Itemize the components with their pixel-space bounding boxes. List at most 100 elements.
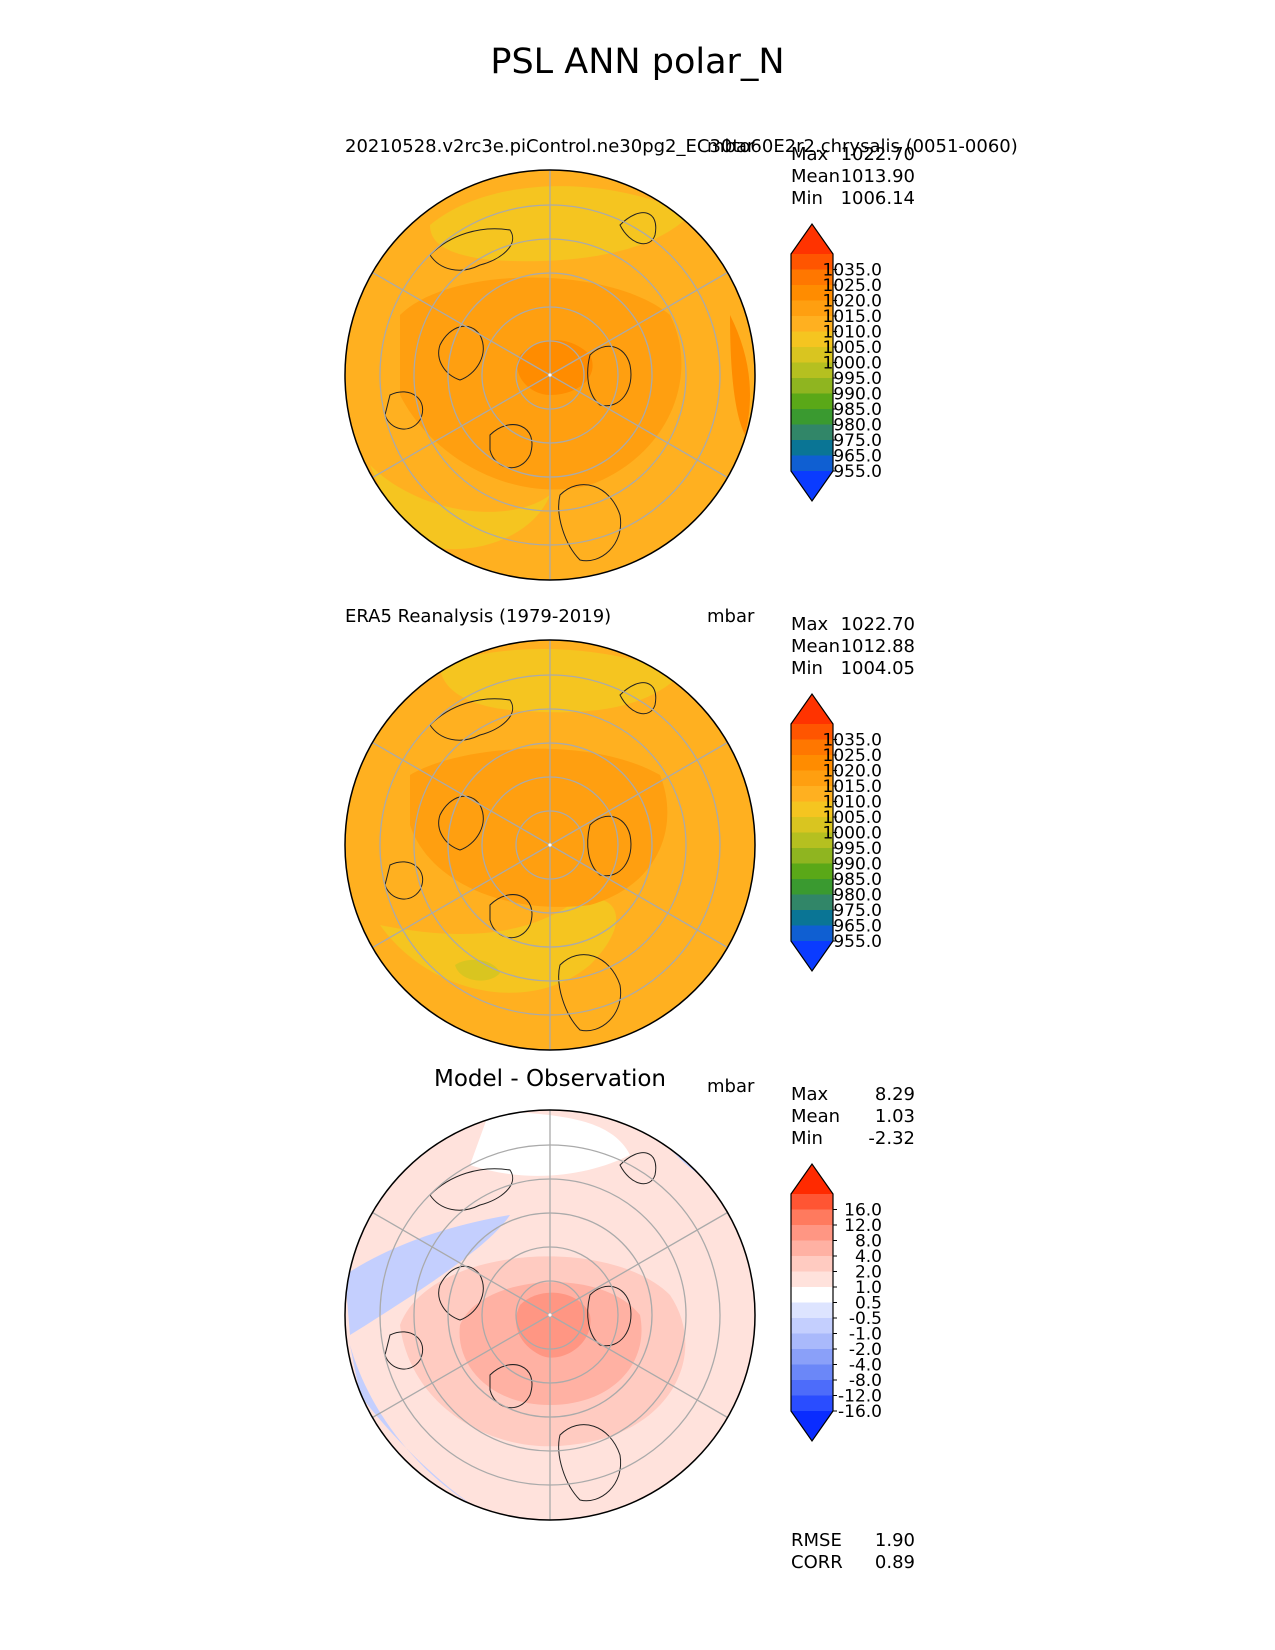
contour-region [730, 315, 750, 435]
polar-map-field [344, 639, 756, 1051]
panel-center-label: Model - Observation [433, 1066, 667, 1092]
colorbar-segment [791, 1194, 833, 1210]
contour-region [410, 748, 668, 907]
colorbar-tick-label: -4.0 [849, 1356, 882, 1376]
colorbar-segment [791, 393, 833, 410]
colorbar-tick-label: 1000.0 [823, 824, 882, 844]
colorbar-segment [791, 755, 833, 771]
stat-name: Min [791, 1128, 823, 1149]
colorbar-segment [791, 724, 833, 740]
meridian-line [372, 844, 551, 949]
colorbar-tick-label: 1025.0 [823, 746, 882, 766]
colorbar-segment [791, 1318, 833, 1334]
colorbar-segment [791, 254, 833, 270]
coastline [429, 698, 513, 741]
metric-row: RMSE 1.90 [791, 1530, 915, 1552]
colorbar-tick-label: -1.0 [849, 1325, 882, 1345]
colorbar-tick-label: 4.0 [855, 1247, 882, 1267]
stat-name: Max [791, 614, 829, 635]
colorbar-tick-label: 1035.0 [823, 731, 882, 751]
stat-name: Min [791, 188, 823, 209]
stat-row: Mean 1013.90 [791, 166, 915, 188]
coastline [558, 1424, 622, 1502]
panel-units-label: mbar [707, 606, 755, 627]
meridian-line [549, 374, 728, 479]
meridian-line [549, 271, 728, 376]
colorbar-segment [791, 1271, 833, 1288]
colorbar-tick-label: 12.0 [844, 1216, 882, 1236]
stat-row: Min 1004.05 [791, 658, 915, 680]
colorbar-tick-label: 955.0 [833, 932, 882, 952]
figure-title: PSL ANN polar_N [490, 42, 785, 82]
colorbar-tick-label: 1005.0 [823, 808, 882, 828]
meridian-line [372, 374, 551, 479]
colorbar-segment [791, 300, 833, 317]
colorbar-segment [791, 848, 833, 864]
stat-value: 1004.05 [840, 658, 915, 679]
colorbar-tick-label: -16.0 [838, 1402, 882, 1422]
stat-name: Mean [791, 166, 841, 187]
polar-map-field [344, 1109, 756, 1521]
colorbar-extend-top [791, 224, 833, 254]
panel-graphics: 1035.01025.01020.01015.01010.01005.01000… [344, 169, 882, 581]
colorbar-segment [791, 770, 833, 787]
colorbar-tick-label: 2.0 [855, 1263, 882, 1283]
colorbar-tick-label: 1000.0 [823, 354, 882, 374]
colorbar: 1035.01025.01020.01015.01010.01005.01000… [790, 692, 882, 973]
colorbar-segment [791, 1302, 833, 1319]
coastline [587, 345, 632, 407]
contour-region [370, 465, 550, 550]
colorbar-segment [791, 739, 833, 756]
contour-region [517, 340, 593, 395]
colorbar-segment [791, 455, 833, 472]
colorbar-segment [791, 910, 833, 926]
colorbar-tick-label: 995.0 [833, 369, 882, 389]
colorbar-tick-label: 1015.0 [823, 777, 882, 797]
colorbar-tick-label: 975.0 [833, 901, 882, 921]
stat-value: 1012.88 [840, 636, 915, 657]
colorbar-tick-label: -0.5 [849, 1309, 882, 1329]
colorbar-extend-bottom [791, 1411, 833, 1441]
pole-marker [548, 373, 552, 377]
map-boundary [344, 1109, 756, 1521]
meridian-line [372, 1211, 551, 1316]
colorbar-segment [791, 1380, 833, 1396]
coastline [587, 815, 632, 877]
meridian-line [372, 741, 551, 846]
colorbar-segment [791, 1287, 833, 1303]
colorbar-tick-label: 16.0 [844, 1201, 882, 1221]
coastline [619, 682, 657, 715]
stat-row: Min 1006.14 [791, 188, 915, 210]
coastline [429, 1168, 513, 1211]
colorbar-tick-label: 1005.0 [823, 338, 882, 358]
stat-name: Max [791, 1084, 829, 1105]
panel-graphics: 16.012.08.04.02.01.00.5-0.5-1.0-2.0-4.0-… [344, 1109, 882, 1521]
meridian-line [372, 271, 551, 376]
stat-name: Max [791, 144, 829, 165]
colorbar-tick-label: 8.0 [855, 1232, 882, 1252]
stat-value: 1006.14 [840, 188, 915, 209]
contour-region [440, 648, 680, 713]
colorbar-extend-top [791, 694, 833, 724]
stat-row: Max 8.29 [791, 1084, 915, 1106]
coastline [619, 212, 657, 245]
colorbar-extend-bottom [791, 941, 833, 971]
stat-name: Mean [791, 1106, 841, 1127]
colorbar-tick-label: 1025.0 [823, 276, 882, 296]
colorbar-segment [791, 1240, 833, 1257]
colorbar-tick-label: -12.0 [838, 1387, 882, 1407]
pole-marker [548, 843, 552, 847]
colorbar-segment [791, 925, 833, 942]
colorbar-segment [791, 440, 833, 456]
colorbar: 1035.01025.01020.01015.01010.01005.01000… [790, 222, 882, 503]
panel-left-label: 20210528.v2rc3e.piControl.ne30pg2_EC30to… [345, 136, 1018, 157]
metric-value: 1.90 [874, 1530, 915, 1551]
contour-region [380, 898, 617, 993]
colorbar-tick-label: 995.0 [833, 839, 882, 859]
colorbar-tick-label: 1035.0 [823, 261, 882, 281]
colorbar-segment [791, 801, 833, 818]
colorbar-tick-label: 980.0 [833, 886, 882, 906]
map-boundary [344, 639, 756, 1051]
coastline [384, 1331, 424, 1370]
colorbar-segment [791, 1256, 833, 1272]
